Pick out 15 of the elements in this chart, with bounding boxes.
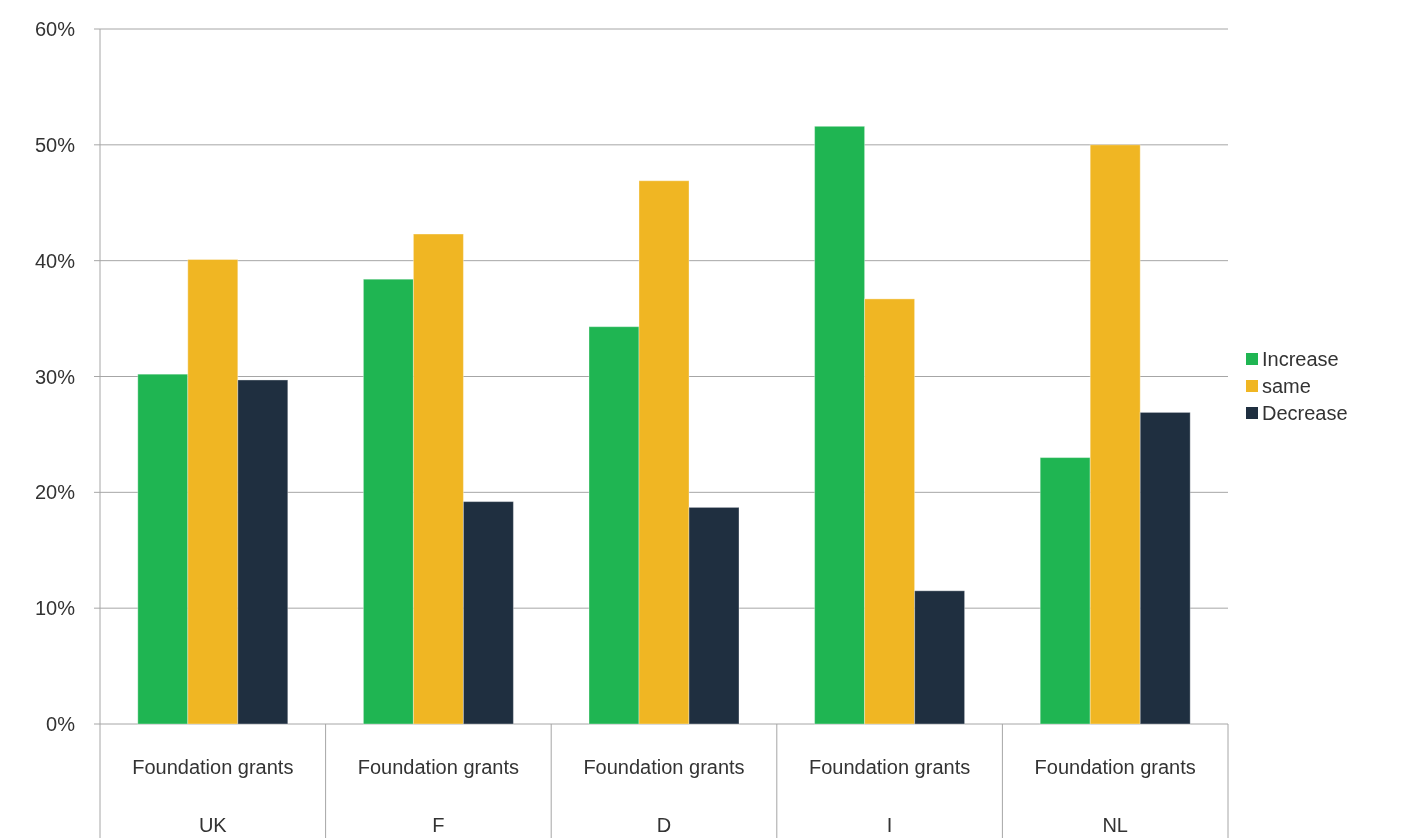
y-tick-label: 40% [34, 249, 76, 272]
y-tick-label: 30% [34, 365, 76, 388]
category-label: Foundation grants I [808, 756, 971, 836]
y-tick-label: 20% [34, 481, 76, 504]
legend-label: same [1262, 375, 1311, 397]
y-tick-label: 0% [46, 713, 76, 735]
y-tick-label: 60% [34, 18, 76, 40]
category-label: Foundation grants F [357, 756, 520, 836]
category-label: Foundation grants D [583, 756, 745, 836]
y-tick-label: 50% [34, 133, 76, 156]
category-label: Foundation grants NL [1034, 756, 1196, 836]
y-tick-label: 10% [34, 597, 76, 620]
category-label: Foundation grants UK [132, 756, 294, 836]
legend-label: Decrease [1262, 402, 1348, 424]
legend-label: Increase [1262, 348, 1339, 370]
